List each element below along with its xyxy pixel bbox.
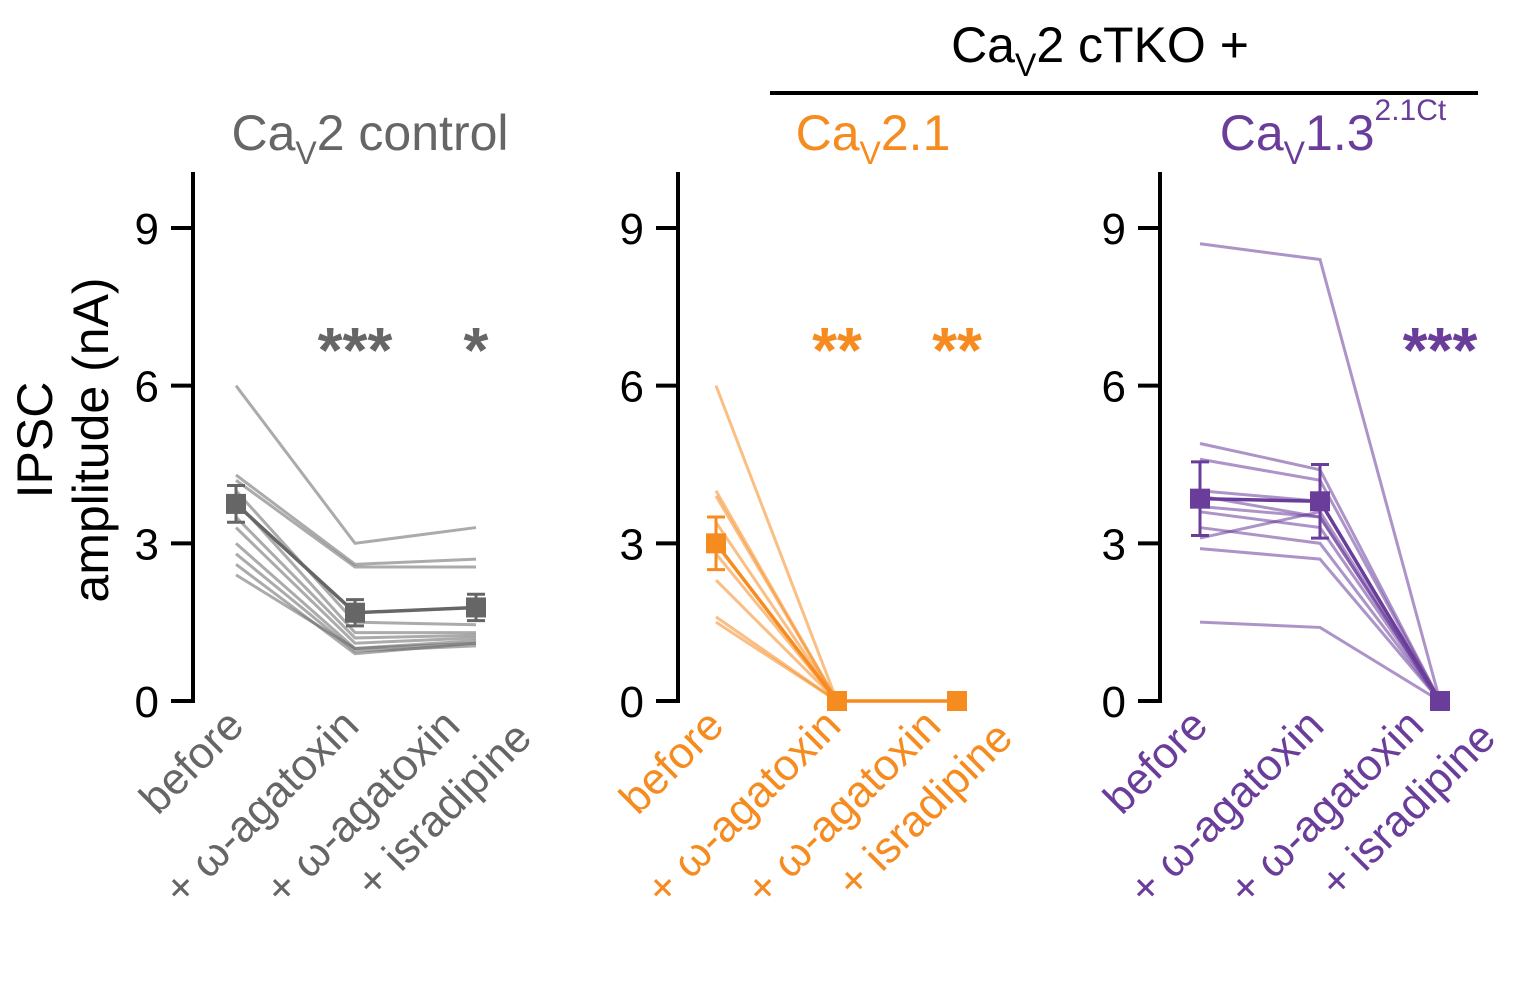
mean-marker — [1310, 491, 1330, 512]
cell-line — [234, 516, 477, 640]
y-axis-label-line2: amplitude (nA) — [63, 277, 119, 602]
individual-cells — [234, 384, 477, 656]
mean-marker — [1430, 691, 1450, 711]
mean-marker — [466, 597, 486, 618]
group-header: CaV2 cTKO + — [770, 17, 1478, 95]
cell-line — [714, 521, 839, 702]
cell-line — [234, 384, 477, 545]
cell-line — [714, 385, 839, 702]
cell-line — [1199, 510, 1442, 702]
panel-2: CaV2.1 0 3 6 9 ** ** before+ ω-agatoxin+ ω-agat… — [610, 105, 1022, 914]
y-tick-label: 6 — [1102, 363, 1126, 412]
x-axis-labels: before+ ω-agatoxin+ ω-agatoxin+ isradipi… — [610, 700, 1022, 914]
cell-line — [235, 473, 477, 566]
cell-line — [714, 495, 839, 702]
y-tick-label: 9 — [1102, 205, 1126, 254]
y-tick-label: 0 — [1102, 678, 1126, 727]
significance-stars: *** — [318, 314, 393, 386]
cell-line — [1199, 547, 1442, 702]
cell-line — [234, 500, 476, 635]
y-tick-label: 9 — [620, 205, 644, 254]
mean-line — [714, 542, 957, 703]
y-axis-label: IPSC amplitude (nA) — [7, 277, 119, 602]
cell-line — [715, 620, 838, 703]
y-tick-label: 0 — [620, 678, 644, 727]
y-tick-label: 3 — [620, 520, 644, 569]
mean-marker — [226, 493, 246, 514]
cell-line — [1199, 242, 1442, 702]
mean-marker — [947, 691, 967, 711]
x-axis-labels: before+ ω-agatoxin+ ω-agatoxin+ isradipi… — [1094, 700, 1505, 914]
cell-line — [235, 479, 476, 569]
y-axis-label-line1: IPSC — [7, 382, 63, 499]
group-header-title: CaV2 cTKO + — [951, 17, 1249, 83]
cell-line — [714, 579, 839, 703]
panel-title: CaV2.1 — [796, 105, 951, 171]
cell-line — [1199, 620, 1441, 703]
mean-marker — [1190, 488, 1210, 509]
y-tick-label: 0 — [135, 678, 159, 727]
y-tick-label: 6 — [135, 363, 159, 412]
mean-marker — [827, 691, 847, 711]
x-axis-labels: before+ ω-agatoxin+ ω-agatoxin+ isradipi… — [130, 700, 541, 914]
y-tick-label: 3 — [135, 520, 159, 569]
cell-line — [1199, 526, 1442, 702]
cell-line — [1199, 510, 1442, 702]
cell-line — [235, 563, 477, 656]
significance-stars: * — [464, 314, 489, 386]
panel-title: CaV2 control — [231, 105, 508, 171]
cell-line — [234, 526, 477, 645]
individual-cells — [714, 385, 839, 703]
mean-marker — [345, 602, 365, 623]
panel-title: CaV1.32.1Ct — [1220, 94, 1447, 171]
y-tick-label: 9 — [135, 205, 159, 254]
panel-3: CaV1.32.1Ct 0 3 6 9 *** before+ ω-agatoxin+ ω-… — [1094, 94, 1505, 914]
cell-line — [235, 573, 477, 650]
y-tick-label: 6 — [620, 363, 644, 412]
significance-stars: *** — [1403, 314, 1478, 386]
y-tick-label: 3 — [1102, 520, 1126, 569]
significance-stars: ** — [812, 314, 862, 386]
significance-stars: ** — [932, 314, 982, 386]
mean-marker — [706, 533, 726, 554]
